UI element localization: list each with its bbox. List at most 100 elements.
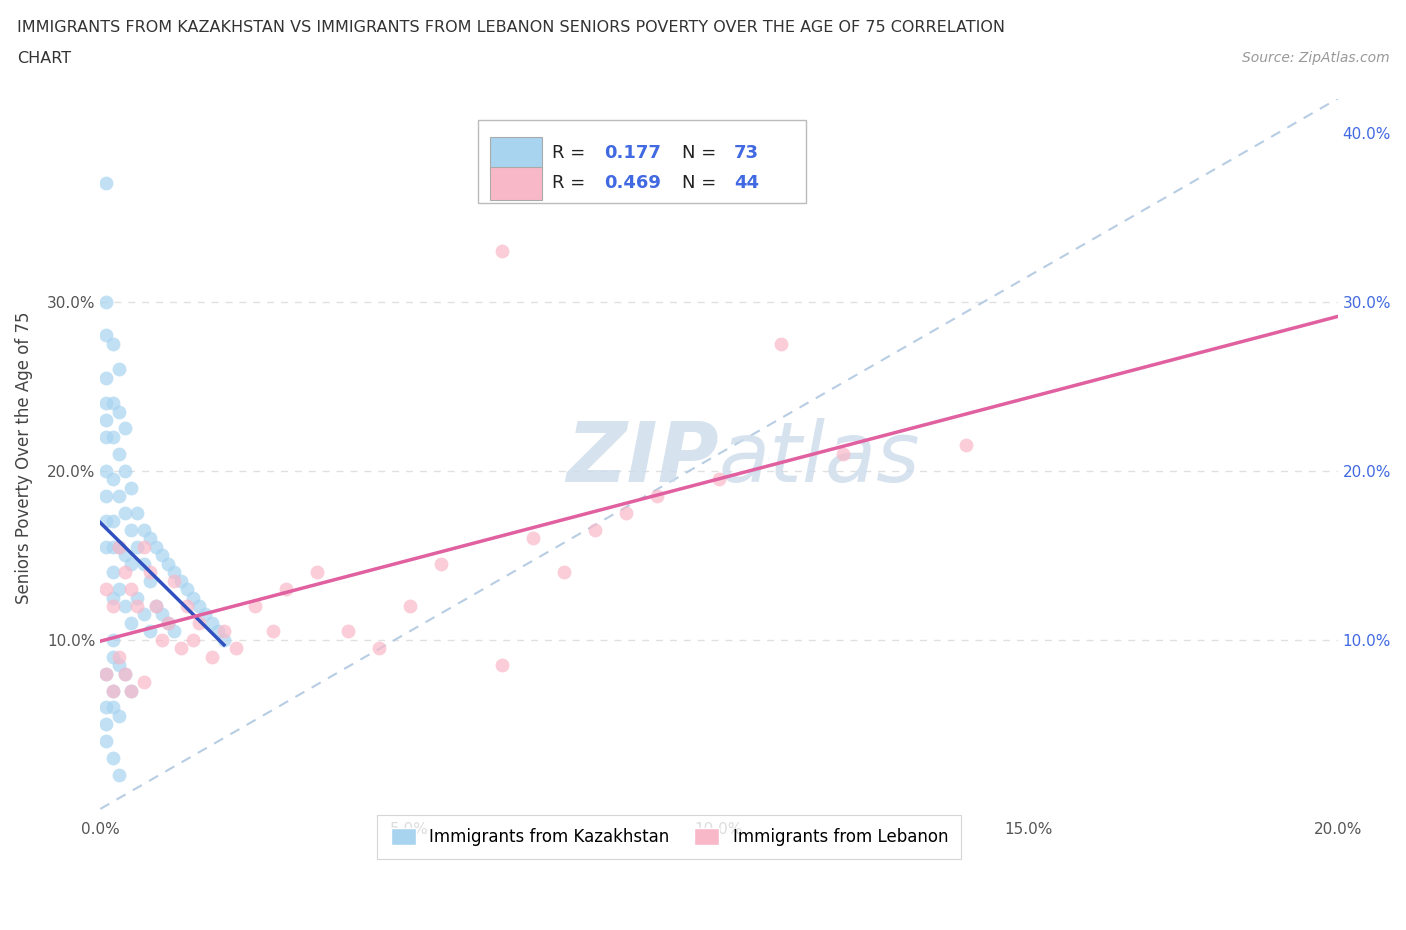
Point (614, 506, 637, 521)
Point (491, 658, 513, 672)
Point (96, 488, 118, 503)
Point (114, 565, 136, 579)
Point (101, 684, 124, 698)
Text: 73: 73 (734, 143, 759, 162)
Point (101, 599, 124, 614)
Point (114, 666, 136, 681)
Point (114, 548, 136, 563)
Point (553, 565, 575, 579)
Point (101, 565, 124, 579)
Point (96, 717, 118, 732)
Point (96, 370, 118, 385)
Point (108, 446, 131, 461)
Point (114, 506, 136, 521)
Legend: Immigrants from Kazakhstan, Immigrants from Lebanon: Immigrants from Kazakhstan, Immigrants f… (377, 815, 962, 859)
Point (150, 548, 173, 563)
Point (170, 573, 193, 588)
Point (188, 599, 211, 614)
Point (108, 658, 131, 672)
Point (101, 472, 124, 486)
Point (96, 666, 118, 681)
Point (120, 616, 142, 631)
Point (108, 767, 131, 782)
Point (491, 244, 513, 259)
Point (145, 599, 167, 614)
Point (157, 616, 180, 631)
Point (96, 539, 118, 554)
Point (120, 523, 142, 538)
Point (127, 591, 149, 605)
Point (955, 438, 977, 453)
Point (139, 573, 162, 588)
Point (96, 176, 118, 191)
Point (207, 624, 229, 639)
Point (139, 531, 162, 546)
Text: 44: 44 (734, 174, 759, 192)
Point (831, 446, 853, 461)
Point (114, 463, 136, 478)
Point (96, 430, 118, 445)
Text: 0.177: 0.177 (603, 143, 661, 162)
Point (96, 700, 118, 715)
Point (305, 565, 328, 579)
FancyBboxPatch shape (491, 167, 541, 200)
Point (145, 539, 167, 554)
Point (163, 624, 186, 639)
Text: R =: R = (553, 174, 591, 192)
Point (96, 666, 118, 681)
Point (101, 591, 124, 605)
Point (336, 624, 359, 639)
Point (120, 556, 142, 571)
Point (96, 413, 118, 428)
Point (212, 624, 235, 639)
Text: N =: N = (682, 143, 721, 162)
Point (181, 591, 204, 605)
Point (176, 581, 198, 596)
Point (96, 328, 118, 343)
Text: CHART: CHART (17, 51, 70, 66)
Point (139, 624, 162, 639)
Text: R =: R = (553, 143, 591, 162)
Point (132, 556, 155, 571)
Point (150, 632, 173, 647)
Point (114, 421, 136, 436)
Point (145, 599, 167, 614)
Point (367, 641, 389, 656)
Point (108, 362, 131, 377)
Point (263, 624, 285, 639)
Point (108, 649, 131, 664)
Text: N =: N = (682, 174, 721, 192)
Point (101, 751, 124, 765)
Text: atlas: atlas (718, 418, 921, 498)
Point (114, 666, 136, 681)
Point (108, 405, 131, 419)
Point (108, 581, 131, 596)
FancyBboxPatch shape (478, 120, 806, 203)
Point (120, 480, 142, 495)
Point (127, 506, 149, 521)
Point (243, 599, 266, 614)
Point (120, 684, 142, 698)
Y-axis label: Seniors Poverty Over the Age of 75: Seniors Poverty Over the Age of 75 (15, 312, 32, 604)
Point (157, 616, 180, 631)
Point (170, 641, 193, 656)
Point (114, 599, 136, 614)
Point (132, 674, 155, 689)
Text: 0.469: 0.469 (603, 174, 661, 192)
Point (150, 607, 173, 622)
Point (101, 649, 124, 664)
Point (157, 556, 180, 571)
Point (96, 294, 118, 309)
Point (108, 539, 131, 554)
Point (201, 616, 224, 631)
Point (212, 632, 235, 647)
Point (96, 734, 118, 749)
Point (769, 337, 792, 352)
Point (201, 649, 224, 664)
Text: IMMIGRANTS FROM KAZAKHSTAN VS IMMIGRANTS FROM LEBANON SENIORS POVERTY OVER THE A: IMMIGRANTS FROM KAZAKHSTAN VS IMMIGRANTS… (17, 20, 1005, 35)
FancyBboxPatch shape (491, 137, 541, 170)
Point (181, 632, 204, 647)
Point (96, 514, 118, 529)
Point (132, 607, 155, 622)
Point (108, 709, 131, 724)
